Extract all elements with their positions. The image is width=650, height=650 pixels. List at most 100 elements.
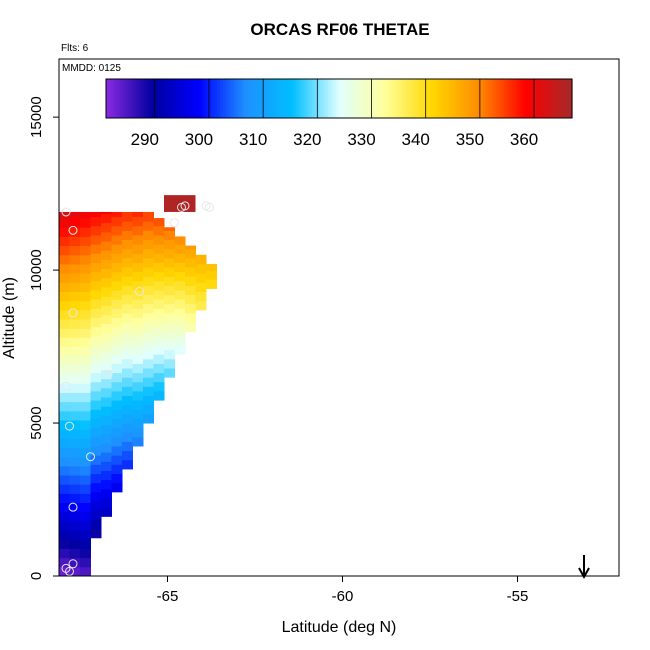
colorbar-segment bbox=[317, 79, 321, 118]
heatmap-cell bbox=[90, 400, 102, 410]
heatmap-cell bbox=[80, 218, 91, 228]
heatmap-cell bbox=[164, 267, 175, 277]
flights-note: Flts: 6 bbox=[61, 43, 89, 54]
y-axis: 0 5000 10000 15000 bbox=[28, 96, 59, 580]
heatmap-cell bbox=[90, 491, 102, 502]
colorbar-segment bbox=[111, 79, 115, 118]
colorbar-segment bbox=[241, 79, 245, 118]
x-tick-label: -65 bbox=[157, 588, 179, 605]
heatmap-cell bbox=[90, 299, 102, 309]
heatmap-cell bbox=[122, 248, 133, 259]
colorbar-segment bbox=[458, 79, 462, 118]
heatmap-cell bbox=[174, 345, 186, 355]
heatmap-cell bbox=[174, 326, 186, 337]
observation-points bbox=[61, 201, 214, 576]
colorbar-segment bbox=[233, 79, 237, 118]
heatmap-cell bbox=[111, 326, 123, 337]
colorbar-segment bbox=[387, 79, 392, 118]
heatmap-cell bbox=[132, 427, 144, 438]
heatmap-cell bbox=[69, 493, 81, 504]
data-point bbox=[68, 225, 78, 235]
heatmap-cell bbox=[153, 234, 165, 245]
heatmap-cell bbox=[153, 225, 165, 236]
heatmap-cell bbox=[111, 262, 123, 273]
heatmap-cell bbox=[80, 383, 91, 393]
colorbar-segment bbox=[436, 79, 440, 118]
heatmap-cell bbox=[90, 445, 102, 456]
heatmap-cell bbox=[122, 285, 133, 296]
heatmap-cell bbox=[143, 358, 154, 369]
heatmap-cell bbox=[59, 539, 70, 549]
heatmap-cell bbox=[143, 312, 154, 323]
heatmap-cell bbox=[80, 355, 91, 366]
colorbar-segment bbox=[244, 79, 248, 118]
colorbar-segment bbox=[425, 79, 430, 118]
heatmap-cell bbox=[90, 501, 102, 511]
heatmap-cell bbox=[174, 317, 186, 328]
heatmap-cell bbox=[132, 280, 144, 291]
heatmap-cell bbox=[59, 520, 70, 531]
y-tick-label: 15000 bbox=[28, 96, 45, 138]
colorbar-segment bbox=[466, 79, 470, 118]
colorbar-segment bbox=[479, 79, 484, 118]
heatmap-cells bbox=[59, 195, 217, 577]
heatmap-cell bbox=[59, 548, 70, 559]
colorbar-segment bbox=[322, 79, 327, 118]
heatmap-cell bbox=[132, 271, 144, 282]
heatmap-cell bbox=[69, 227, 81, 237]
colorbar-segment bbox=[471, 79, 476, 118]
heatmap-cell bbox=[164, 303, 175, 314]
heatmap-cell bbox=[111, 234, 123, 245]
heatmap-cell bbox=[69, 355, 81, 366]
heatmap-cell bbox=[195, 282, 207, 292]
heatmap-cell bbox=[90, 390, 102, 401]
heatmap-cell bbox=[80, 456, 91, 467]
heatmap-cell bbox=[122, 386, 133, 397]
colorbar-segment bbox=[536, 79, 541, 118]
heatmap-cell bbox=[69, 465, 81, 476]
heatmap-cell bbox=[69, 410, 81, 421]
heatmap-cell bbox=[143, 322, 154, 332]
colorbar-segment bbox=[252, 79, 256, 118]
colorbar-segment bbox=[463, 79, 467, 118]
heatmap-cell bbox=[185, 303, 196, 314]
colorbar-segment bbox=[222, 79, 226, 118]
colorbar-segment bbox=[401, 79, 405, 118]
heatmap-cell bbox=[80, 309, 91, 320]
heatmap-cell bbox=[69, 263, 81, 274]
heatmap-cell bbox=[101, 351, 112, 361]
colorbar-segment bbox=[154, 79, 159, 118]
heatmap-cell bbox=[164, 285, 175, 296]
colorbar-segment bbox=[363, 79, 367, 118]
heatmap-cell bbox=[101, 507, 112, 517]
heatmap-cell bbox=[59, 493, 70, 504]
data-point bbox=[68, 559, 78, 569]
heatmap-cell bbox=[153, 289, 165, 300]
colorbar-segment bbox=[184, 79, 188, 118]
heatmap-cell bbox=[80, 438, 91, 449]
heatmap-cell bbox=[122, 303, 133, 314]
colorbar-segment bbox=[249, 79, 253, 118]
colorbar-segment bbox=[189, 79, 194, 118]
heatmap-cell bbox=[101, 286, 112, 297]
heatmap-cell bbox=[101, 314, 112, 325]
y-tick-label: 5000 bbox=[28, 406, 45, 439]
heatmap-cell bbox=[153, 354, 165, 364]
heatmap-cell bbox=[111, 345, 123, 355]
heatmap-cell bbox=[206, 279, 217, 289]
heatmap-cell bbox=[59, 392, 70, 403]
heatmap-cell bbox=[132, 225, 144, 236]
heatmap-cell bbox=[111, 436, 123, 447]
heatmap-cell bbox=[164, 312, 175, 323]
heatmap-cell bbox=[69, 218, 81, 228]
colorbar-segment bbox=[477, 79, 481, 118]
heatmap-cell bbox=[69, 456, 81, 467]
heatmap-cell bbox=[59, 502, 70, 513]
heatmap-cell bbox=[101, 424, 112, 435]
heatmap-cell bbox=[164, 331, 175, 341]
heatmap-cell bbox=[69, 300, 81, 311]
heatmap-cell bbox=[101, 378, 112, 389]
heatmap-cell bbox=[122, 395, 133, 406]
heatmap-cell bbox=[69, 273, 81, 283]
colorbar-segment bbox=[108, 79, 113, 118]
